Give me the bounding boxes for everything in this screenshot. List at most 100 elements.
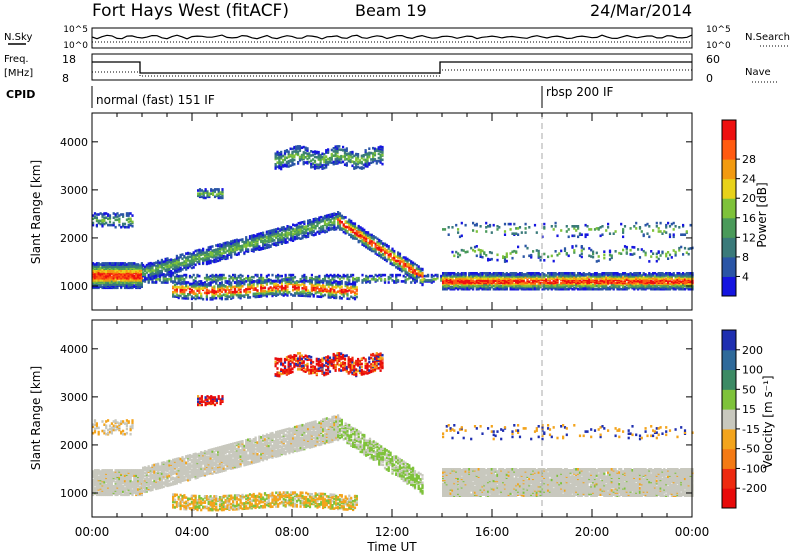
power-data-cell (460, 283, 463, 287)
power-data-cell (327, 213, 330, 217)
power-data-cell (190, 297, 193, 301)
power-data-cell (316, 230, 319, 234)
power-data-cell (164, 273, 167, 277)
power-data-cell (140, 274, 143, 278)
power-data-cell (293, 237, 297, 241)
power-data-cell (322, 216, 325, 220)
power-data-cell (153, 269, 156, 272)
power-data-cell (183, 294, 186, 298)
power-data-cell (436, 276, 439, 280)
power-data-cell (277, 238, 280, 241)
power-data-cell (235, 290, 238, 294)
power-data-cell (415, 264, 418, 267)
power-data-cell (537, 249, 540, 253)
power-data-cell (318, 295, 321, 298)
power-data-cell (232, 244, 235, 248)
power-data-cell (383, 242, 387, 246)
power-data-cell (135, 263, 138, 266)
power-data-cell (284, 229, 287, 233)
power-data-cell (110, 280, 113, 283)
power-data-cell (254, 242, 257, 245)
power-data-cell (338, 212, 342, 215)
power-data-cell (254, 273, 257, 277)
power-data-cell (116, 281, 119, 284)
power-data-cell (110, 262, 113, 265)
power-data-cell (162, 273, 165, 276)
power-data-cell (310, 292, 313, 296)
power-data-cell (160, 271, 163, 275)
power-data-cell (655, 282, 658, 286)
power-data-cell (483, 283, 486, 287)
power-data-cell (237, 281, 240, 284)
power-data-cell (607, 272, 610, 275)
power-data-cell (592, 255, 595, 259)
power-data-cell (509, 278, 512, 281)
cpid-segment-rbsp: rbsp 200 IF (546, 85, 613, 99)
power-data-cell (329, 296, 332, 299)
power-data-cell (301, 279, 304, 283)
power-data-cell (475, 254, 478, 258)
power-data-cell (187, 263, 190, 266)
power-data-cell (631, 245, 634, 249)
power-data-cell (290, 275, 293, 279)
power-data-cell (220, 252, 223, 255)
power-data-cell (277, 230, 280, 234)
power-data-cell (320, 225, 323, 229)
power-data-cell (173, 285, 177, 289)
power-data-cell (303, 235, 306, 238)
power-data-cell (230, 291, 233, 294)
power-data-cell (224, 243, 227, 247)
power-data-cell (190, 266, 193, 270)
power-data-cell (307, 227, 310, 231)
power-data-cell (582, 276, 585, 279)
power-data-cell (535, 287, 538, 291)
power-data-cell (220, 278, 223, 281)
power-data-cell (282, 226, 285, 229)
power-data-cell (282, 158, 285, 162)
power-data-cell (569, 274, 572, 277)
freq-trace (92, 61, 692, 74)
power-data-cell (355, 237, 358, 240)
power-data-cell (595, 251, 598, 255)
power-data-cell (346, 290, 349, 293)
power-data-cell (338, 214, 342, 217)
power-data-cell (496, 276, 499, 279)
power-data-cell (404, 262, 407, 266)
power-data-cell (123, 270, 127, 274)
power-data-cell (462, 249, 465, 252)
power-data-cell (571, 287, 574, 291)
power-data-cell (273, 282, 276, 286)
power-data-cell (477, 248, 480, 252)
noise-left-top: 10^5 (63, 25, 88, 35)
power-data-cell (179, 294, 182, 298)
power-data-cell (293, 281, 297, 285)
power-data-cell (162, 266, 165, 270)
power-data-cell (348, 279, 351, 282)
power-data-cell (353, 231, 357, 235)
power-data-cell (149, 261, 152, 265)
power-data-cell (413, 269, 417, 272)
power-data-cell (230, 293, 233, 296)
power-data-cell (151, 276, 154, 279)
power-data-cell (537, 252, 540, 255)
power-data-cell (286, 278, 289, 281)
power-data-cell (322, 225, 325, 228)
power-data-cell (335, 215, 338, 218)
power-data-cell (93, 263, 97, 266)
power-data-cell (417, 269, 420, 273)
power-data-cell (610, 286, 613, 290)
power-data-cell (230, 281, 233, 285)
power-data-cell (267, 230, 270, 233)
power-data-cell (285, 165, 288, 168)
power-data-cell (293, 154, 296, 157)
power-data-cell (451, 250, 454, 254)
power-data-cell (612, 281, 615, 285)
power-data-cell (241, 274, 244, 278)
power-data-cell (633, 281, 636, 285)
power-data-cell (172, 264, 175, 267)
power-data-cell (367, 275, 370, 279)
power-data-cell (346, 220, 349, 224)
power-data-cell (567, 287, 570, 291)
power-data-cell (277, 283, 280, 287)
power-data-cell (554, 281, 557, 285)
